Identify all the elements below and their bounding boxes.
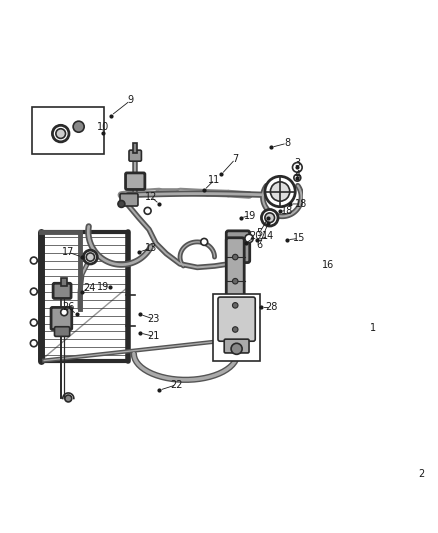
Text: 7: 7 <box>232 154 238 164</box>
Text: 12: 12 <box>145 192 157 202</box>
Text: 5: 5 <box>256 228 262 238</box>
Circle shape <box>265 213 275 223</box>
Text: 3: 3 <box>294 158 300 167</box>
Circle shape <box>293 163 302 172</box>
Circle shape <box>231 343 242 354</box>
Circle shape <box>233 254 238 260</box>
Text: 19: 19 <box>97 282 109 292</box>
Bar <box>32 107 104 154</box>
Text: 13: 13 <box>145 243 157 253</box>
Circle shape <box>201 238 208 245</box>
Circle shape <box>261 209 278 226</box>
Text: 24: 24 <box>83 283 95 293</box>
Text: 10: 10 <box>97 122 109 132</box>
Text: 8: 8 <box>284 138 290 148</box>
Text: 28: 28 <box>265 302 277 312</box>
Text: 14: 14 <box>262 231 275 241</box>
Circle shape <box>61 309 67 316</box>
Text: 18: 18 <box>281 206 293 216</box>
Circle shape <box>233 327 238 332</box>
Circle shape <box>65 395 72 402</box>
Circle shape <box>53 125 69 142</box>
Text: 18: 18 <box>295 199 307 209</box>
Circle shape <box>233 303 238 308</box>
Bar <box>133 143 137 153</box>
FancyBboxPatch shape <box>226 231 250 263</box>
Circle shape <box>30 319 37 326</box>
Text: 1: 1 <box>370 323 376 333</box>
Text: 2: 2 <box>418 470 424 479</box>
Circle shape <box>294 174 301 181</box>
Text: 9: 9 <box>127 95 134 106</box>
FancyBboxPatch shape <box>53 283 71 298</box>
Circle shape <box>144 207 151 214</box>
Circle shape <box>30 340 37 347</box>
Circle shape <box>30 257 37 264</box>
FancyBboxPatch shape <box>126 173 145 189</box>
Text: 26: 26 <box>62 302 74 312</box>
Bar <box>213 294 260 361</box>
Circle shape <box>118 200 125 207</box>
Circle shape <box>265 176 295 207</box>
Circle shape <box>270 182 290 201</box>
Text: 4: 4 <box>294 170 300 180</box>
Text: 19: 19 <box>244 211 257 221</box>
Circle shape <box>84 250 97 264</box>
FancyBboxPatch shape <box>54 327 70 336</box>
Bar <box>61 278 67 286</box>
Circle shape <box>86 253 95 261</box>
Circle shape <box>73 121 84 132</box>
Text: 23: 23 <box>148 314 160 324</box>
FancyBboxPatch shape <box>226 238 244 345</box>
FancyBboxPatch shape <box>120 193 138 206</box>
FancyBboxPatch shape <box>51 308 72 329</box>
Text: 6: 6 <box>256 240 262 251</box>
Circle shape <box>245 235 253 243</box>
Text: 15: 15 <box>293 233 305 244</box>
FancyBboxPatch shape <box>224 339 249 353</box>
Text: 11: 11 <box>208 175 221 185</box>
Text: 21: 21 <box>148 332 160 342</box>
Circle shape <box>30 288 37 295</box>
FancyBboxPatch shape <box>129 150 141 161</box>
Text: 16: 16 <box>322 260 335 270</box>
Circle shape <box>56 129 66 139</box>
Text: 22: 22 <box>170 379 183 390</box>
Text: 17: 17 <box>62 247 74 257</box>
FancyBboxPatch shape <box>218 297 255 341</box>
Circle shape <box>233 278 238 284</box>
Text: 20: 20 <box>250 231 262 241</box>
